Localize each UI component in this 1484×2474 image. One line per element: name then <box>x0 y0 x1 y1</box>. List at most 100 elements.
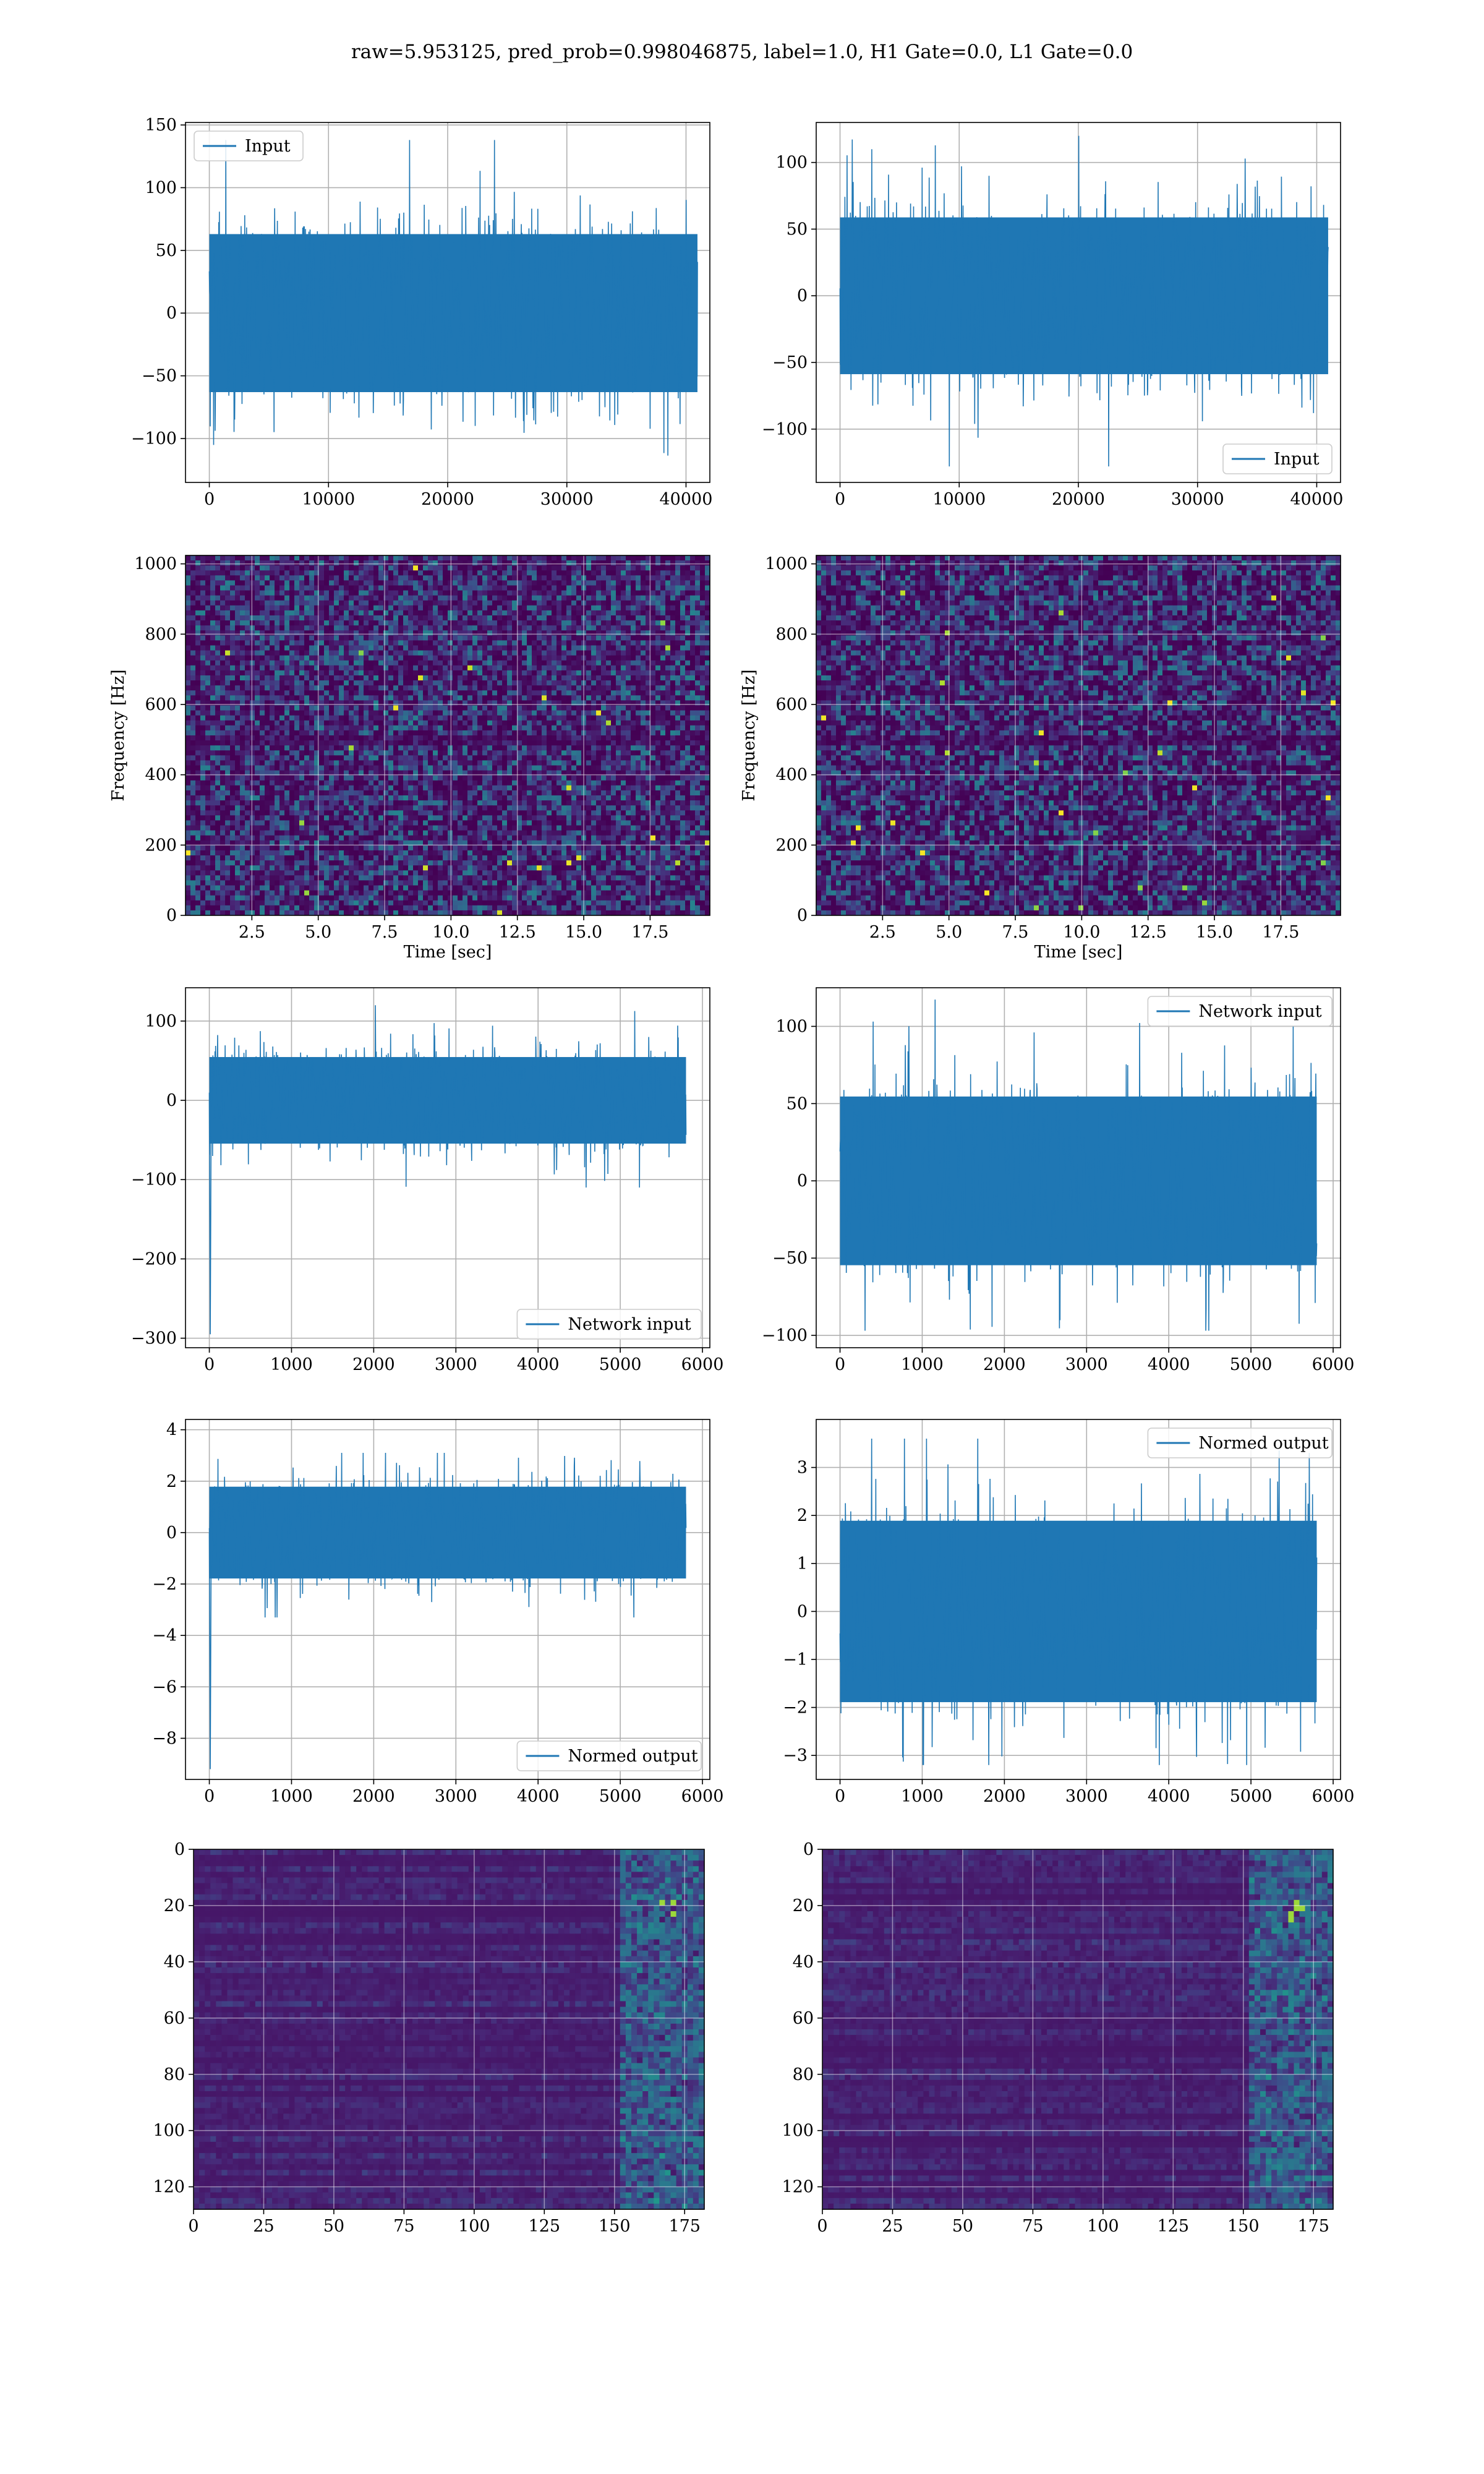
legend-label: Network input <box>1198 1002 1321 1021</box>
axes-frame <box>185 987 710 1348</box>
x-tick-label-0: 2.5 <box>869 923 896 942</box>
x-tick-label-5: 5000 <box>599 1355 642 1374</box>
y-tick-label-5: 2 <box>166 1472 177 1491</box>
series-line-network-input <box>208 1005 687 1335</box>
y-tick-label-5: 100 <box>153 2121 185 2141</box>
chart-h1-feature-map: 0 25 50 75 100 125 150 175 0 20 40 60 80 100 120 <box>153 1840 705 2236</box>
axes-frame <box>193 1849 705 2210</box>
y-tick-label-0: −8 <box>152 1729 177 1748</box>
y-tick-label-5: 1000 <box>134 555 177 574</box>
x-tick-label-6: 17.5 <box>631 923 668 942</box>
axes-frame <box>822 1849 1334 2210</box>
y-tick-label-2: 0 <box>166 304 177 323</box>
feature-map-cells <box>194 1849 705 2210</box>
legend: Network input <box>1147 996 1333 1027</box>
x-tick-label-0: 0 <box>204 1787 215 1806</box>
y-tick-label-0: −100 <box>762 1326 808 1345</box>
y-tick-label-0: −300 <box>131 1329 177 1348</box>
series-line-normed-output <box>839 1438 1318 1765</box>
y-tick-label-2: −4 <box>152 1626 177 1645</box>
y-tick-label-3: 600 <box>775 695 808 714</box>
spectrogram-cells <box>816 555 1341 916</box>
y-tick-label-1: 200 <box>145 836 177 855</box>
x-tick-label-1: 25 <box>882 2217 903 2236</box>
series-line-normed-output <box>208 1452 687 1770</box>
y-tick-label-3: 0 <box>166 1091 177 1110</box>
legend-box <box>1222 443 1333 474</box>
axes-frame <box>185 1419 710 1780</box>
legend: Input <box>1222 443 1333 474</box>
axes-frame <box>816 987 1341 1348</box>
x-tick-label-3: 3000 <box>1065 1787 1108 1806</box>
legend: Normed output <box>1147 1427 1333 1458</box>
y-tick-label-3: −2 <box>152 1575 177 1594</box>
chart-h1-normed-output: 0 1000 2000 3000 4000 5000 6000 −8 −6 −4 −2 0 2 4 Norm… <box>152 1419 723 1806</box>
y-axis-label: Frequency [Hz] <box>109 669 128 801</box>
y-tick-label-3: 50 <box>787 1094 808 1113</box>
x-tick-label-5: 15.0 <box>1196 923 1233 942</box>
x-tick-label-3: 75 <box>1022 2217 1043 2236</box>
y-tick-label-4: 100 <box>145 178 177 197</box>
y-tick-label-0: 0 <box>166 906 177 925</box>
x-tick-label-2: 50 <box>323 2217 344 2236</box>
x-tick-label-1: 5.0 <box>305 923 331 942</box>
legend-label: Normed output <box>1198 1434 1328 1453</box>
y-tick-label-6: 3 <box>797 1458 808 1478</box>
y-tick-label-4: 100 <box>145 1012 177 1031</box>
x-tick-label-3: 30000 <box>540 490 594 509</box>
x-tick-label-2: 2000 <box>352 1355 395 1374</box>
x-tick-label-6: 150 <box>1227 2217 1260 2236</box>
x-tick-label-0: 0 <box>835 1787 845 1806</box>
y-tick-label-2: 40 <box>793 1953 814 1972</box>
x-tick-label-4: 4000 <box>1148 1355 1190 1374</box>
y-tick-label-1: 20 <box>793 1896 814 1915</box>
y-tick-label-1: −6 <box>152 1677 177 1697</box>
x-tick-label-1: 1000 <box>901 1355 944 1374</box>
y-tick-label-4: 80 <box>793 2065 814 2084</box>
chart-h1-input: 0 10000 20000 30000 40000 −100 −50 0 50 100 150 Inp… <box>131 116 713 509</box>
legend-label: Input <box>1274 450 1320 469</box>
y-tick-label-4: 0 <box>166 1523 177 1543</box>
x-tick-label-4: 100 <box>458 2217 490 2236</box>
axes-frame <box>816 1419 1341 1780</box>
y-tick-label-5: 100 <box>782 2121 814 2141</box>
spectrogram-cells <box>186 555 710 916</box>
legend: Input <box>194 131 304 161</box>
legend-box <box>194 131 304 161</box>
legend: Normed output <box>516 1740 702 1771</box>
x-tick-label-4: 12.5 <box>499 923 536 942</box>
x-tick-label-1: 1000 <box>901 1787 944 1806</box>
legend-box <box>1147 1427 1333 1458</box>
chart-l1-normed-output: 0 1000 2000 3000 4000 5000 6000 −3 −2 −1 0 1 2 3 Norme… <box>783 1419 1354 1806</box>
chart-l1-feature-map: 0 25 50 75 100 125 150 175 0 20 40 60 80 100 120 <box>782 1840 1334 2236</box>
x-tick-label-6: 150 <box>599 2217 631 2236</box>
x-tick-label-0: 0 <box>817 2217 827 2236</box>
x-tick-label-3: 3000 <box>1065 1355 1108 1374</box>
x-tick-label-5: 5000 <box>599 1787 642 1806</box>
x-tick-label-1: 25 <box>253 2217 274 2236</box>
y-tick-label-1: −200 <box>131 1249 177 1269</box>
y-tick-label-6: 120 <box>782 2178 814 2197</box>
y-tick-label-5: 150 <box>145 116 177 135</box>
y-tick-label-2: 400 <box>145 766 177 785</box>
feature-map-cells <box>822 1849 1334 2210</box>
y-tick-label-4: 1 <box>797 1554 808 1573</box>
x-tick-label-5: 5000 <box>1230 1355 1273 1374</box>
legend-label: Input <box>245 137 291 156</box>
figure-suptitle: raw=5.953125, pred_prob=0.998046875, lab… <box>0 41 1484 63</box>
x-tick-label-2: 50 <box>952 2217 973 2236</box>
chart-l1-input: 0 10000 20000 30000 40000 −100 −50 0 50 100 Input <box>762 122 1343 509</box>
x-tick-label-5: 125 <box>1158 2217 1190 2236</box>
y-tick-label-3: 60 <box>793 2009 814 2028</box>
legend-label: Normed output <box>568 1747 697 1766</box>
x-tick-label-1: 5.0 <box>936 923 962 942</box>
y-tick-label-6: 120 <box>153 2178 185 2197</box>
legend: Network input <box>516 1309 702 1340</box>
y-tick-label-4: 100 <box>775 1017 808 1036</box>
chart-h1-network-input: 0 1000 2000 3000 4000 5000 6000 −300 −200 −100 0 10… <box>131 987 723 1374</box>
y-tick-label-2: −100 <box>131 1170 177 1189</box>
legend-box <box>1147 996 1333 1027</box>
x-tick-label-4: 4000 <box>517 1355 560 1374</box>
x-tick-label-7: 175 <box>668 2217 701 2236</box>
